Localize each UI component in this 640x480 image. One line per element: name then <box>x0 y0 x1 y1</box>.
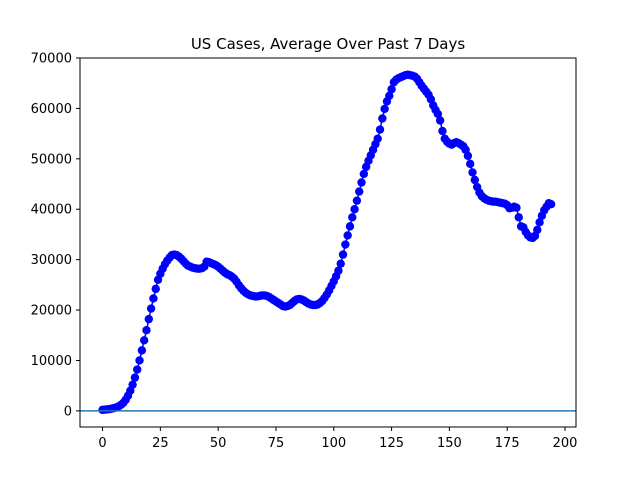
data-point <box>359 169 369 179</box>
x-tick-label: 50 <box>210 436 227 451</box>
y-tick-label: 10000 <box>31 354 72 369</box>
data-point <box>350 205 359 214</box>
x-tick-label: 100 <box>321 436 346 451</box>
data-point <box>348 213 357 222</box>
y-tick-label: 0 <box>64 404 72 419</box>
data-point <box>352 196 362 205</box>
x-tick-label: 150 <box>437 436 462 451</box>
data-point <box>470 175 480 185</box>
x-tick-label: 75 <box>268 436 285 451</box>
chart-title: US Cases, Average Over Past 7 Days <box>191 35 465 53</box>
data-point <box>435 116 445 125</box>
x-tick-label: 175 <box>495 436 520 451</box>
data-point <box>133 365 142 374</box>
data-point <box>139 336 149 345</box>
data-point <box>514 213 523 222</box>
data-point <box>385 91 394 101</box>
x-axis: 0 25 50 75 100 125 150 175 200 <box>98 427 577 451</box>
plot-frame <box>79 57 577 428</box>
x-tick-label: 0 <box>98 436 106 451</box>
data-point <box>535 218 544 227</box>
data-point <box>463 151 473 160</box>
data-point <box>142 326 151 335</box>
data-point <box>373 134 382 143</box>
data-point <box>338 250 348 259</box>
data-point <box>378 114 387 123</box>
data-point <box>355 187 364 196</box>
y-tick-label: 30000 <box>31 253 72 268</box>
data-point <box>533 225 542 235</box>
data-point <box>146 304 156 313</box>
data-point <box>546 199 556 209</box>
y-tick-label: 40000 <box>31 203 72 218</box>
y-tick-label: 60000 <box>31 102 72 117</box>
data-point <box>130 373 140 382</box>
data-point <box>151 284 160 294</box>
data-point <box>135 356 144 365</box>
plot-area <box>80 70 576 415</box>
data-point <box>341 240 350 249</box>
data-point <box>128 380 137 389</box>
data-point <box>512 203 521 212</box>
data-point <box>433 109 443 119</box>
data-point <box>137 346 147 355</box>
x-tick-label: 125 <box>379 436 404 451</box>
data-point <box>468 168 477 177</box>
x-tick-label: 200 <box>553 436 578 451</box>
data-point <box>438 126 447 136</box>
data-point <box>345 222 355 231</box>
y-axis: 0 10000 20000 30000 40000 50000 60000 70000 <box>31 52 80 419</box>
y-tick-label: 70000 <box>31 52 72 67</box>
data-point <box>387 85 396 94</box>
data-point <box>144 314 153 324</box>
data-point <box>357 178 366 187</box>
y-tick-label: 20000 <box>31 304 72 319</box>
data-point <box>380 104 389 114</box>
x-tick-label: 25 <box>152 436 169 451</box>
data-point <box>336 259 345 268</box>
data-point <box>466 159 475 169</box>
data-point <box>375 125 385 134</box>
data-point <box>334 266 343 275</box>
y-tick-label: 50000 <box>31 152 72 167</box>
data-point <box>149 294 158 303</box>
data-point <box>343 231 352 240</box>
